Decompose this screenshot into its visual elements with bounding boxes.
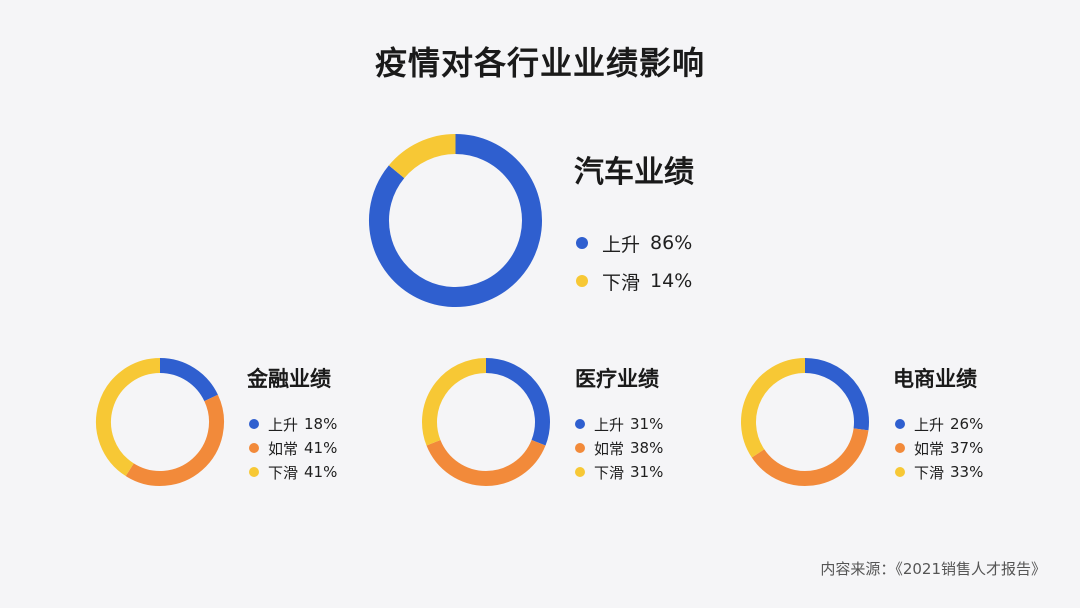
legend-dot-normal [895,443,905,453]
legend-dot-normal [575,443,585,453]
legend-label: 上升 [914,415,945,434]
legend-label: 如常 [594,439,625,458]
legend-value: 26% [950,415,984,433]
legend-item-normal: 如常 38% [575,438,663,458]
donut-chart-finance [96,358,224,486]
legend-value: 86% [650,232,693,254]
legend-value: 38% [630,439,664,457]
legend-value: 41% [304,463,338,481]
chart-title: 金融业绩 [247,367,331,391]
legend-dot-up [249,419,259,429]
legend-dot-up [895,419,905,429]
legend-dot-normal [249,443,259,453]
page-title: 疫情对各行业业绩影响 [374,44,705,82]
chart-title: 电商业绩 [893,367,977,391]
donut-slice-上升 [159,358,218,402]
legend-value: 37% [950,439,984,457]
legend-dot-up [575,419,585,429]
chart-finance: 金融业绩 上升 18% 如常 41% 下滑 41% [95,357,355,489]
donut-chart-medical [422,358,550,486]
legend-item-up: 上升 26% [895,414,983,434]
legend-item-down: 下滑 33% [895,462,983,482]
donut-slice-如常 [751,428,869,486]
legend-label: 下滑 [914,463,945,482]
donut-slice-上升 [804,358,869,431]
legend-value: 31% [630,463,664,481]
legend-item-down: 下滑 31% [575,462,663,482]
legend-label: 上升 [602,233,641,256]
chart-auto: 汽车业绩 上升 86% 下滑 14% [368,133,728,308]
legend-label: 上升 [268,415,299,434]
legend-value: 31% [630,415,664,433]
donut-slice-如常 [426,439,546,486]
chart-title: 汽车业绩 [574,155,694,190]
legend-item-normal: 如常 37% [895,438,983,458]
donut-slice-下滑 [741,358,806,458]
legend-value: 14% [650,270,693,292]
legend-dot-down [249,467,259,477]
donut-slice-下滑 [96,358,161,477]
chart-medical: 医疗业绩 上升 31% 如常 38% 下滑 31% [421,357,681,489]
legend-label: 下滑 [268,463,299,482]
legend-label: 下滑 [602,271,641,294]
donut-slice-下滑 [388,134,456,179]
chart-title: 医疗业绩 [575,367,659,391]
donut-chart-auto [369,134,542,307]
legend-value: 18% [304,415,338,433]
legend-value: 33% [950,463,984,481]
legend-label: 如常 [914,439,945,458]
legend-label: 如常 [268,439,299,458]
source-note: 内容来源：《2021销售人才报告》 [820,560,1046,578]
donut-slice-上升 [485,358,550,446]
legend-item-down: 下滑 14% [576,269,693,294]
legend-item-down: 下滑 41% [249,462,337,482]
donut-chart-ecommerce [741,358,869,486]
legend-dot-down [895,467,905,477]
legend-item-normal: 如常 41% [249,438,337,458]
legend-item-up: 上升 86% [576,231,693,256]
legend-label: 下滑 [594,463,625,482]
legend-item-up: 上升 18% [249,414,337,434]
legend-dot-down [576,275,588,287]
donut-slice-如常 [125,394,224,486]
legend-dot-down [575,467,585,477]
legend-label: 上升 [594,415,625,434]
legend-item-up: 上升 31% [575,414,663,434]
legend-value: 41% [304,439,338,457]
legend-dot-up [576,237,588,249]
donut-slice-下滑 [422,358,487,446]
donut-slice-上升 [369,134,542,307]
chart-ecommerce: 电商业绩 上升 26% 如常 37% 下滑 33% [740,357,1000,489]
